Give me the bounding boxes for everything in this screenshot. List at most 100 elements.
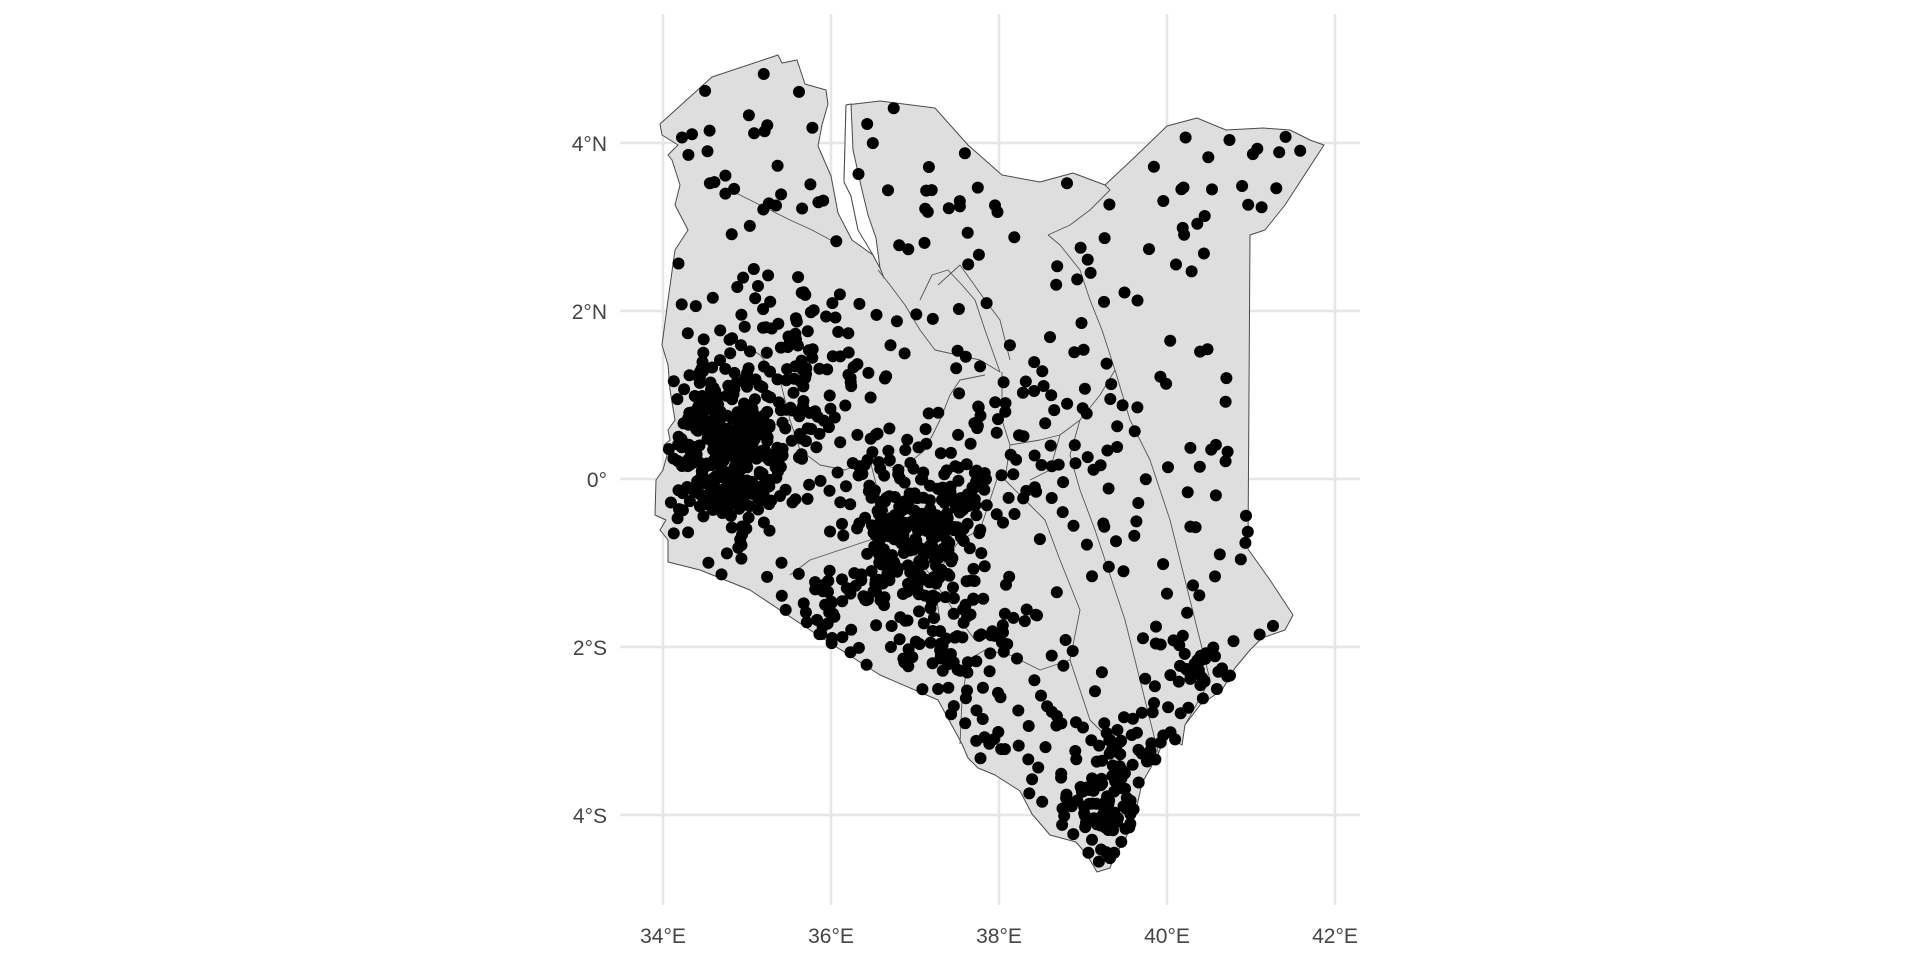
point-1196 — [882, 444, 895, 457]
point-1233 — [921, 205, 934, 218]
point-1304 — [801, 422, 814, 435]
point-177 — [757, 360, 770, 373]
point-702 — [1115, 835, 1128, 848]
point-767 — [1096, 754, 1108, 767]
point-381 — [844, 498, 857, 511]
point-1134 — [714, 354, 726, 367]
point-901 — [844, 372, 857, 384]
point-997 — [917, 466, 930, 479]
point-1250 — [1094, 459, 1107, 472]
point-852 — [853, 297, 866, 310]
point-1256 — [790, 315, 803, 328]
point-349 — [738, 438, 751, 450]
point-826 — [1187, 579, 1199, 592]
point-914 — [832, 325, 845, 338]
point-875 — [851, 358, 864, 371]
point-1156 — [990, 426, 1003, 439]
point-1044 — [1219, 455, 1232, 468]
point-699 — [936, 664, 949, 677]
point-1300 — [869, 529, 882, 542]
point-1018 — [1086, 570, 1098, 583]
point-996 — [957, 534, 970, 547]
point-1138 — [943, 537, 956, 549]
point-1061 — [1039, 417, 1052, 430]
point-876 — [757, 303, 770, 316]
point-1056 — [953, 387, 966, 400]
county-border-4 — [1047, 184, 1111, 236]
point-1175 — [1059, 634, 1072, 646]
point-1006 — [950, 362, 963, 375]
point-1062 — [1135, 706, 1148, 719]
point-848 — [1196, 671, 1208, 684]
point-150 — [683, 369, 696, 382]
point-984 — [1017, 430, 1030, 443]
point-observations — [662, 68, 1307, 868]
point-1122 — [958, 147, 971, 160]
point-1263 — [1197, 247, 1210, 260]
point-839 — [1172, 675, 1185, 688]
point-1141 — [976, 681, 989, 694]
point-1133 — [1075, 317, 1088, 329]
point-1064 — [893, 239, 906, 252]
point-1168 — [1239, 536, 1252, 549]
point-886 — [714, 324, 727, 337]
point-752 — [1105, 744, 1118, 757]
point-892 — [795, 354, 808, 367]
point-315 — [731, 482, 744, 495]
point-796 — [1146, 706, 1159, 719]
point-1204 — [923, 576, 936, 589]
point-1146 — [898, 347, 911, 360]
point-1095 — [1012, 704, 1025, 717]
point-1151 — [1170, 258, 1182, 271]
point-820 — [1212, 665, 1225, 678]
point-1247 — [1016, 386, 1029, 399]
point-1214 — [845, 623, 858, 636]
x-tick-label-38: 38°E — [976, 925, 1022, 948]
point-667 — [1018, 615, 1031, 628]
point-313 — [793, 451, 805, 464]
point-1194 — [873, 556, 886, 569]
point-686 — [1007, 611, 1020, 624]
point-864 — [878, 372, 891, 385]
point-207 — [740, 522, 753, 535]
point-350 — [709, 440, 722, 453]
point-1195 — [969, 499, 982, 512]
point-833 — [1161, 587, 1173, 600]
point-962 — [951, 344, 964, 357]
point-158 — [764, 391, 777, 404]
point-994 — [1028, 385, 1041, 397]
point-857 — [760, 346, 773, 359]
point-650 — [1032, 761, 1045, 774]
point-356 — [697, 510, 710, 523]
point-1307 — [1241, 525, 1254, 538]
point-888 — [806, 343, 819, 356]
point-352 — [700, 498, 713, 511]
point-1188 — [1078, 382, 1091, 395]
point-600 — [831, 466, 844, 479]
point-1081 — [851, 428, 864, 441]
point-1181 — [1031, 609, 1043, 622]
point-663 — [1022, 753, 1035, 766]
point-881 — [765, 322, 778, 335]
point-1142 — [1157, 558, 1170, 571]
point-1253 — [1080, 407, 1093, 420]
point-909 — [834, 350, 847, 363]
point-975 — [1004, 448, 1017, 461]
point-643 — [961, 684, 973, 697]
point-1113 — [864, 391, 877, 404]
point-530 — [926, 625, 939, 637]
point-1309 — [734, 464, 747, 477]
point-1131 — [970, 464, 983, 477]
point-594 — [912, 525, 925, 538]
point-625 — [1022, 720, 1035, 732]
point-1158 — [1162, 701, 1175, 714]
point-665 — [932, 683, 945, 695]
point-332 — [779, 483, 792, 496]
point-1291 — [883, 422, 896, 435]
point-1268 — [1175, 183, 1188, 196]
point-1274 — [1189, 521, 1202, 534]
point-1114 — [1220, 372, 1233, 385]
point-1289 — [1026, 773, 1039, 786]
point-970 — [1030, 485, 1043, 498]
point-1083 — [1143, 243, 1155, 256]
